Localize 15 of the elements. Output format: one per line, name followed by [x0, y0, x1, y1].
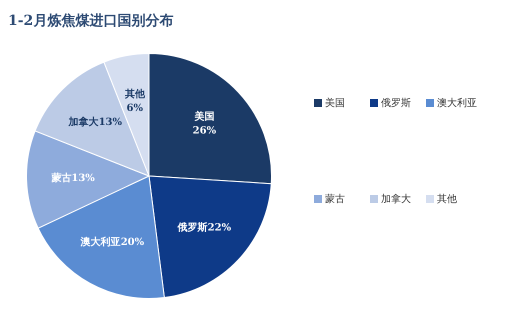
- slice-label: 美国: [193, 110, 214, 123]
- legend-label: 其他: [437, 192, 457, 206]
- chart-title: 1-2月炼焦煤进口国别分布: [8, 12, 174, 30]
- slice-label: 其他: [124, 88, 146, 100]
- category-label: 蒙古13%: [51, 172, 95, 184]
- category-label: 加拿大13%: [68, 116, 122, 128]
- legend-label: 澳大利亚: [437, 96, 477, 110]
- category-label: 俄罗斯22%: [178, 222, 232, 234]
- legend-label: 加拿大: [381, 192, 411, 206]
- data-label: 6%: [126, 102, 144, 114]
- data-label: 26%: [192, 126, 217, 137]
- legend-label: 俄罗斯: [381, 96, 411, 110]
- legend-label: 蒙古: [325, 192, 345, 206]
- legend-label: 美国: [325, 96, 345, 110]
- category-label: 澳大利亚20%: [80, 237, 144, 248]
